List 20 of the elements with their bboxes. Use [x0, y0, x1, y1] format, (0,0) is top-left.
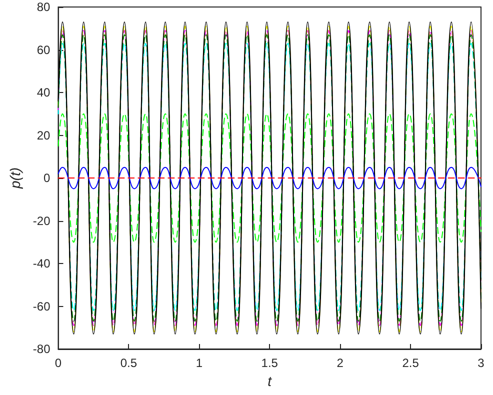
y-tick-label: -20 [32, 214, 51, 228]
x-tick-label: 2 [336, 356, 344, 370]
y-tick-label: 0 [44, 171, 51, 185]
y-tick-label: -60 [32, 299, 51, 314]
x-tick-label: 2.5 [402, 356, 420, 370]
y-tick-label: 60 [36, 42, 51, 57]
x-tick-label: 1.5 [261, 356, 278, 370]
y-tick-label: 80 [36, 0, 51, 14]
x-tick-label: 0 [54, 356, 62, 370]
x-tick-label: 3 [478, 356, 485, 370]
x-tick-label: 1 [196, 356, 203, 370]
y-tick-label: 40 [36, 86, 51, 100]
line-series [58, 166, 482, 190]
y-axis-title: p(t) [7, 168, 23, 190]
x-axis-title: t [268, 372, 273, 389]
y-tick-label: -80 [32, 342, 51, 356]
y-tick-label: -40 [32, 256, 51, 270]
y-tick-label: 20 [36, 128, 51, 142]
line-series [58, 113, 482, 243]
x-tick-label: 0.5 [120, 356, 138, 370]
